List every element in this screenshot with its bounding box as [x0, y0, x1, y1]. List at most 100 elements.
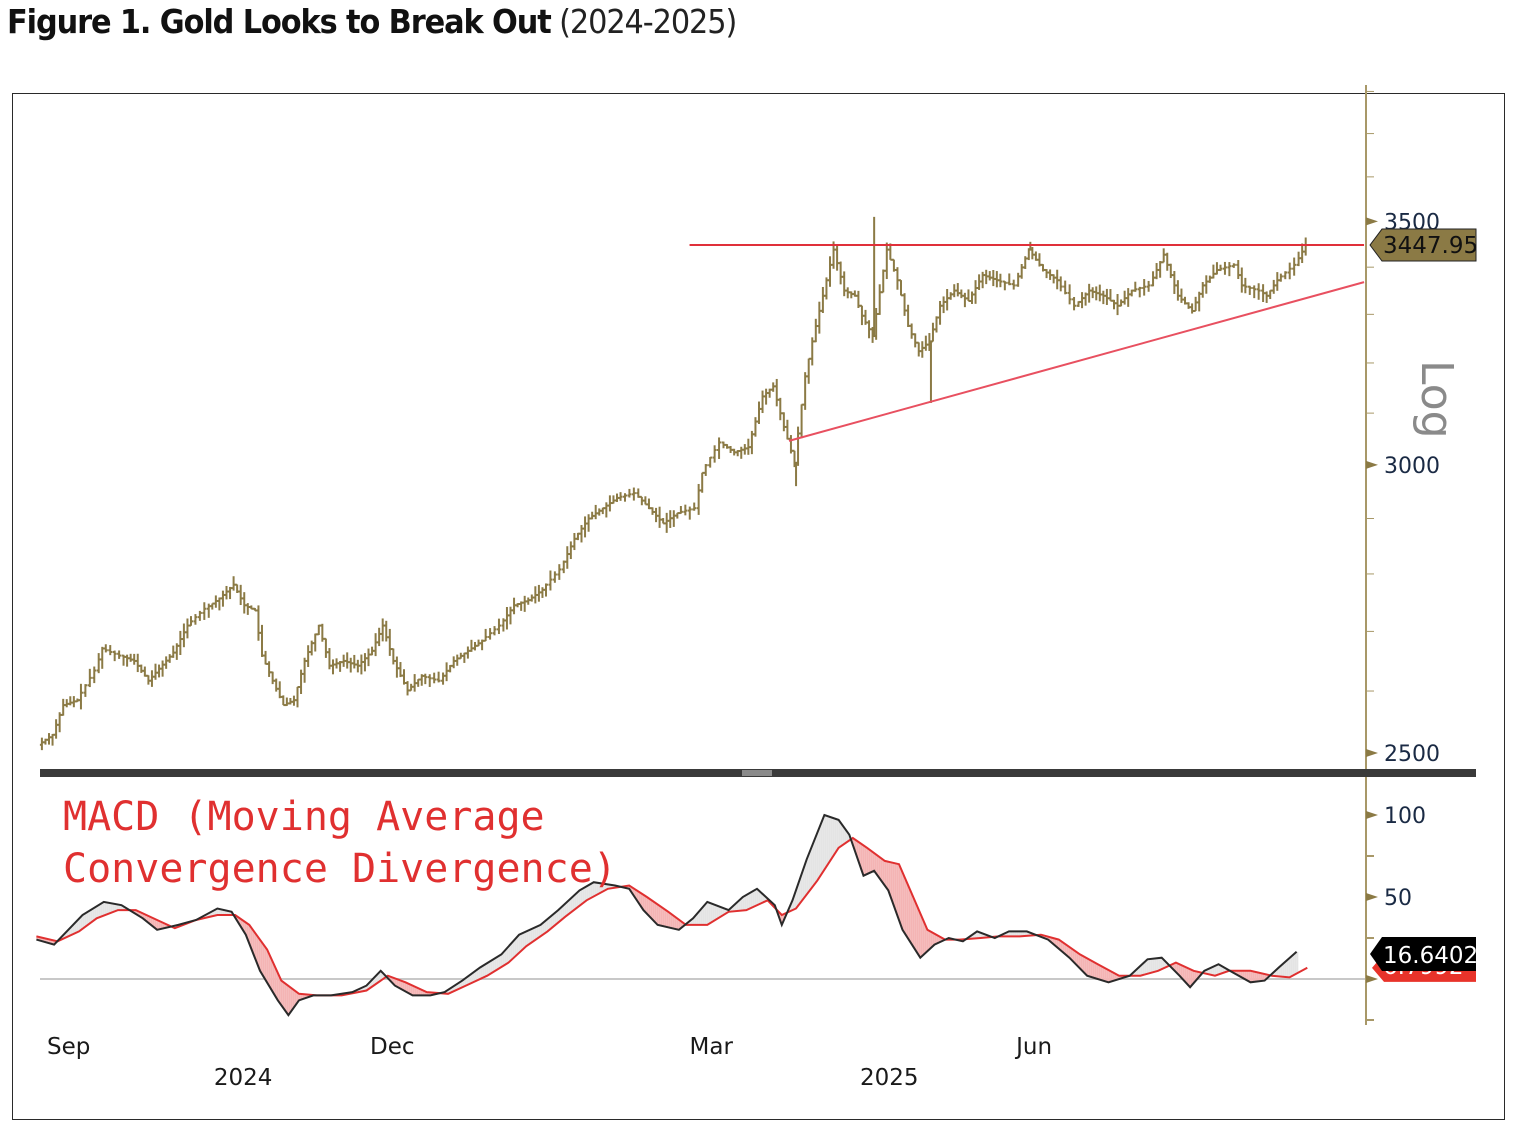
macd-histogram-fill: [1178, 963, 1181, 977]
macd-histogram-fill: [570, 897, 573, 913]
macd-histogram-fill: [674, 916, 677, 930]
macd-histogram-fill: [1186, 967, 1189, 986]
macd-histogram-fill: [538, 924, 541, 938]
macd-histogram-fill: [976, 931, 979, 939]
macd-histogram-fill: [380, 971, 383, 981]
macd-histogram-fill: [844, 827, 847, 844]
macd-histogram-fill: [158, 920, 161, 930]
macd-histogram-fill: [884, 860, 887, 888]
macd-histogram-fill: [88, 910, 91, 925]
macd-histogram-fill: [1022, 931, 1025, 937]
macd-signal-line: [36, 836, 1308, 997]
macd-histogram-fill: [1090, 960, 1093, 978]
price-series: [39, 216, 1308, 751]
macd-histogram-fill: [266, 948, 269, 985]
macd-histogram-fill: [498, 955, 501, 969]
macd-histogram-fill: [826, 815, 829, 867]
macd-histogram-fill: [908, 885, 911, 943]
macd-histogram-fill: [1160, 957, 1163, 970]
macd-histogram-fill: [556, 909, 559, 925]
macd-last-value-badge: [1370, 937, 1476, 971]
macd-histogram-fill: [800, 871, 803, 903]
macd-histogram-fill: [278, 974, 281, 1004]
macd-histogram-fill: [862, 844, 865, 876]
macd-histogram-fill: [836, 819, 839, 852]
x-tick-label: Mar: [690, 1034, 734, 1060]
macd-histogram-fill: [280, 978, 283, 1007]
macd-histogram-fill: [546, 918, 549, 933]
macd-histogram-fill: [1072, 949, 1075, 963]
macd-histogram-fill: [872, 851, 875, 872]
x-tick-label: Sep: [47, 1034, 90, 1060]
macd-histogram-fill: [740, 897, 743, 911]
macd-histogram-fill: [550, 914, 553, 930]
macd-histogram-fill: [218, 908, 221, 916]
macd-histogram-fill: [914, 899, 917, 952]
macd-histogram-fill: [530, 928, 533, 944]
log-scale-label: Log: [1411, 360, 1462, 439]
macd-histogram-fill: [750, 891, 753, 909]
macd-histogram-fill: [1242, 970, 1245, 979]
price-tick-2500: [1366, 749, 1378, 757]
macd-histogram-fill: [712, 903, 715, 922]
macd-histogram-fill: [118, 904, 121, 911]
macd-histogram-fill: [602, 883, 605, 892]
macd-histogram-fill: [512, 940, 515, 960]
macd-histogram-fill: [896, 863, 899, 919]
macd-histogram-fill: [520, 933, 523, 952]
macd-histogram-fill: [284, 982, 287, 1013]
macd-histogram-fill: [492, 958, 495, 973]
macd-histogram-fill: [1064, 943, 1067, 956]
macd-histogram-fill: [414, 986, 417, 996]
macd-histogram-fill: [904, 876, 907, 936]
macd-histogram-fill: [490, 959, 493, 974]
macd-histogram-fill: [742, 896, 745, 911]
macd-histogram-fill: [1014, 931, 1017, 937]
macd-histogram-fill: [890, 862, 893, 902]
macd-histogram-fill: [1142, 962, 1145, 976]
macd-histogram-fill: [700, 907, 703, 925]
macd-tick-label: 100: [1384, 804, 1426, 829]
macd-histogram-fill: [254, 931, 257, 962]
macd-histogram-fill: [660, 906, 663, 926]
macd-histogram-fill: [474, 970, 477, 982]
macd-histogram-fill: [1254, 971, 1257, 982]
macd-histogram-fill: [1096, 963, 1099, 980]
macd-histogram-fill: [112, 903, 115, 913]
macd-histogram-fill: [396, 978, 399, 988]
macd-histogram-fill: [1152, 958, 1155, 973]
macd-histogram-fill: [924, 922, 927, 954]
macd-histogram-fill: [1094, 962, 1097, 979]
macd-histogram-fill: [472, 971, 475, 983]
macd-histogram-fill: [1190, 969, 1193, 987]
macd-tick-50: [1366, 893, 1378, 901]
macd-histogram-fill: [922, 918, 925, 956]
macd-histogram-fill: [1144, 960, 1147, 975]
macd-histogram-fill: [666, 910, 669, 928]
macd-histogram-fill: [838, 819, 841, 849]
macd-histogram-fill: [1104, 967, 1107, 982]
macd-histogram-fill: [482, 964, 485, 978]
panel-resize-handle: [742, 770, 772, 776]
macd-histogram-fill: [1212, 966, 1215, 976]
macd-histogram-fill: [566, 900, 569, 916]
x-year-label: 2024: [214, 1065, 273, 1091]
macd-histogram-fill: [1220, 965, 1223, 974]
macd-histogram-fill: [1258, 972, 1261, 982]
macd-histogram-fill: [290, 987, 293, 1013]
macd-histogram-fill: [406, 982, 409, 994]
macd-histogram-fill: [840, 822, 843, 847]
macd-histogram-fill: [580, 888, 583, 906]
macd-histogram-fill: [760, 891, 763, 904]
macd-histogram-fill: [1008, 931, 1011, 937]
macd-histogram-fill: [496, 956, 499, 971]
macd-histogram-fill: [500, 953, 503, 968]
macd-histogram-fill: [288, 985, 291, 1016]
macd-histogram-fill: [260, 940, 263, 975]
macd-histogram-fill: [510, 942, 513, 961]
macd-histogram-fill: [1098, 964, 1101, 980]
macd-histogram-fill: [916, 904, 919, 955]
macd-line: [36, 813, 1298, 1017]
macd-histogram-fill: [98, 904, 101, 918]
figure-title: Figure 1. Gold Looks to Break Out (2024-…: [7, 2, 737, 41]
